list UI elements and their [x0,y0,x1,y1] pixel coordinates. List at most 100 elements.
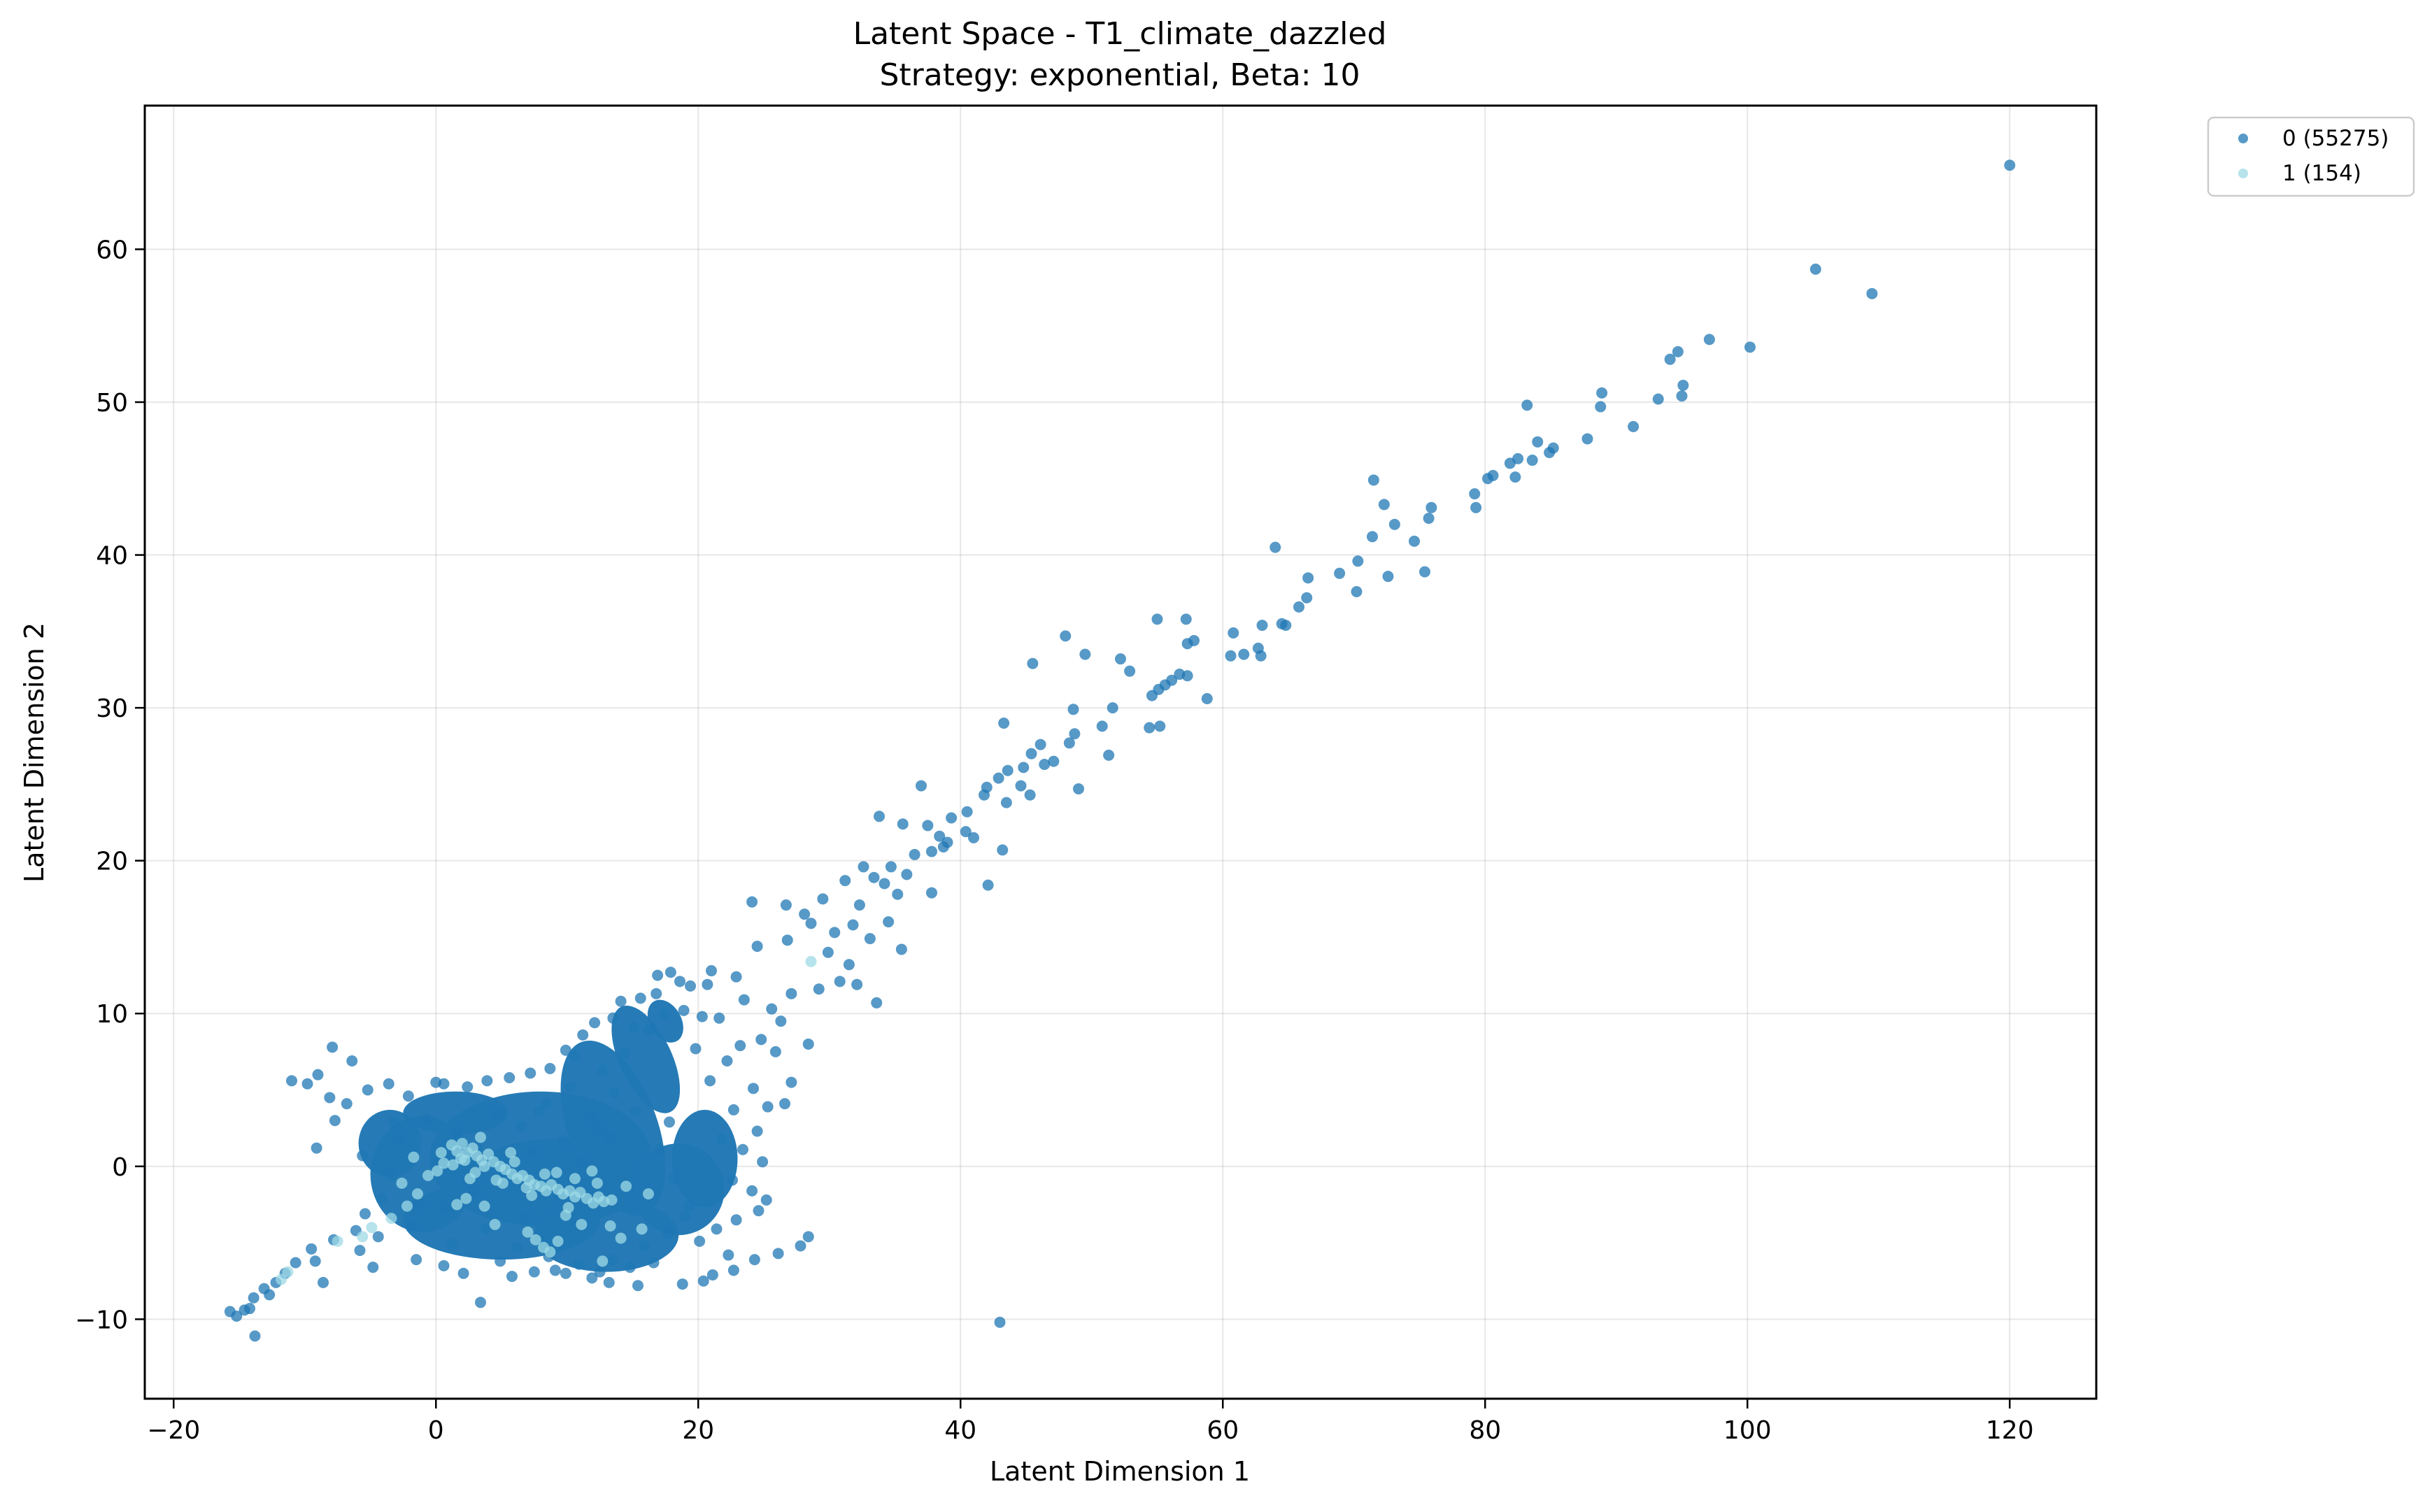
scatter-point-series-1 [597,1255,609,1267]
scatter-point-series-0 [650,987,662,999]
scatter-point-series-0 [926,846,937,857]
scatter-point-series-0 [694,1235,706,1247]
scatter-point-series-0 [706,965,717,977]
scatter-point-series-0 [1079,648,1091,660]
scatter-point-series-1 [509,1156,520,1168]
scatter-point-series-0 [1034,739,1046,750]
x-tick-label: 60 [1207,1416,1239,1445]
scatter-point-series-0 [785,987,797,999]
scatter-point-series-1 [276,1274,287,1285]
scatter-point-series-0 [1018,762,1030,773]
scatter-point-series-0 [751,1125,763,1137]
scatter-point-series-0 [1063,737,1075,749]
scatter-point-series-0 [1677,379,1689,391]
scatter-point-series-0 [679,1211,691,1222]
x-axis-label: Latent Dimension 1 [990,1456,1250,1487]
scatter-point-series-0 [301,1078,313,1090]
scatter-point-series-0 [224,1306,236,1318]
scatter-point-series-0 [624,1262,636,1274]
scatter-point-series-1 [456,1138,468,1150]
scatter-point-series-0 [704,1075,716,1087]
scatter-point-series-0 [1409,535,1420,547]
scatter-point-series-0 [1280,620,1292,632]
scatter-point-series-0 [998,717,1010,729]
legend-marker-series-1 [2238,169,2248,178]
scatter-point-series-0 [634,992,646,1004]
scatter-point-series-0 [780,899,792,911]
scatter-point-series-0 [968,832,979,843]
scatter-point-series-0 [1744,341,1756,353]
scatter-point-series-0 [1672,345,1684,357]
scatter-point-series-0 [560,1267,571,1279]
legend-box [2207,116,2415,197]
scatter-point-series-0 [1039,758,1051,770]
scatter-point-series-0 [664,967,676,978]
scatter-point-series-0 [762,1101,774,1113]
scatter-point-series-1 [455,1153,467,1164]
dense-cluster-blob [611,1005,681,1113]
scatter-point-series-0 [1107,702,1118,714]
scatter-point-series-0 [402,1090,414,1102]
scatter-point-series-0 [557,1134,569,1146]
scatter-point-series-0 [628,1021,640,1033]
scatter-point-series-0 [960,826,972,838]
scatter-point-series-0 [802,1231,814,1243]
scatter-point-series-0 [360,1208,371,1220]
y-tick-label: 20 [96,848,128,876]
scatter-point-series-0 [982,879,994,891]
scatter-point-series-1 [447,1159,459,1171]
scatter-point-series-0 [413,1197,425,1209]
scatter-point-series-0 [730,971,742,983]
scatter-point-series-0 [667,1173,679,1185]
scatter-point-series-0 [1367,474,1379,486]
scatter-point-series-0 [1256,620,1268,632]
scatter-point-series-0 [1154,720,1166,732]
scatter-point-series-1 [460,1192,472,1204]
scatter-point-series-0 [597,1064,609,1076]
scatter-point-series-0 [630,1106,641,1118]
y-tick-label: 30 [96,694,128,723]
scatter-point-series-1 [805,955,817,967]
scatter-point-series-1 [522,1226,534,1238]
scatter-point-series-0 [405,1220,417,1232]
scatter-point-series-0 [1067,704,1079,715]
scatter-point-series-0 [746,1185,758,1197]
y-tick-label: 10 [96,1000,128,1029]
scatter-point-series-0 [632,1280,643,1292]
scatter-point-series-0 [362,1084,374,1096]
y-tick-label: 40 [96,542,128,571]
scatter-point-series-1 [478,1200,490,1212]
scatter-point-series-0 [1378,499,1390,511]
scatter-point-series-1 [544,1246,556,1258]
scatter-point-series-0 [1060,630,1072,642]
scatter-point-series-0 [1809,263,1821,275]
scatter-point-series-0 [385,1169,397,1181]
scatter-point-series-0 [506,1271,518,1283]
scatter-point-series-0 [934,830,946,842]
scatter-point-series-0 [367,1262,379,1274]
scatter-point-series-0 [1504,457,1516,469]
scatter-point-series-1 [489,1218,501,1230]
scatter-point-series-0 [1581,433,1593,445]
scatter-point-series-1 [620,1181,632,1192]
scatter-point-series-0 [1181,670,1193,682]
scatter-point-series-0 [751,941,763,953]
scatter-point-series-0 [1595,401,1607,413]
scatter-point-series-0 [1544,447,1556,459]
scatter-point-series-0 [1352,555,1364,567]
scatter-point-series-0 [504,1072,515,1084]
scatter-point-series-0 [748,1254,760,1266]
scatter-point-series-0 [383,1078,394,1090]
scatter-point-series-0 [492,1108,504,1120]
scatter-point-series-0 [311,1142,322,1154]
scatter-point-series-0 [683,1200,695,1212]
scatter-point-series-1 [396,1177,408,1189]
scatter-point-series-0 [1470,501,1482,513]
scatter-point-series-0 [511,1241,523,1253]
scatter-point-series-0 [421,1113,433,1125]
x-tick-label: 100 [1723,1416,1772,1445]
scatter-point-series-0 [1526,455,1538,466]
scatter-point-series-0 [1153,683,1165,695]
scatter-point-series-0 [248,1292,259,1304]
